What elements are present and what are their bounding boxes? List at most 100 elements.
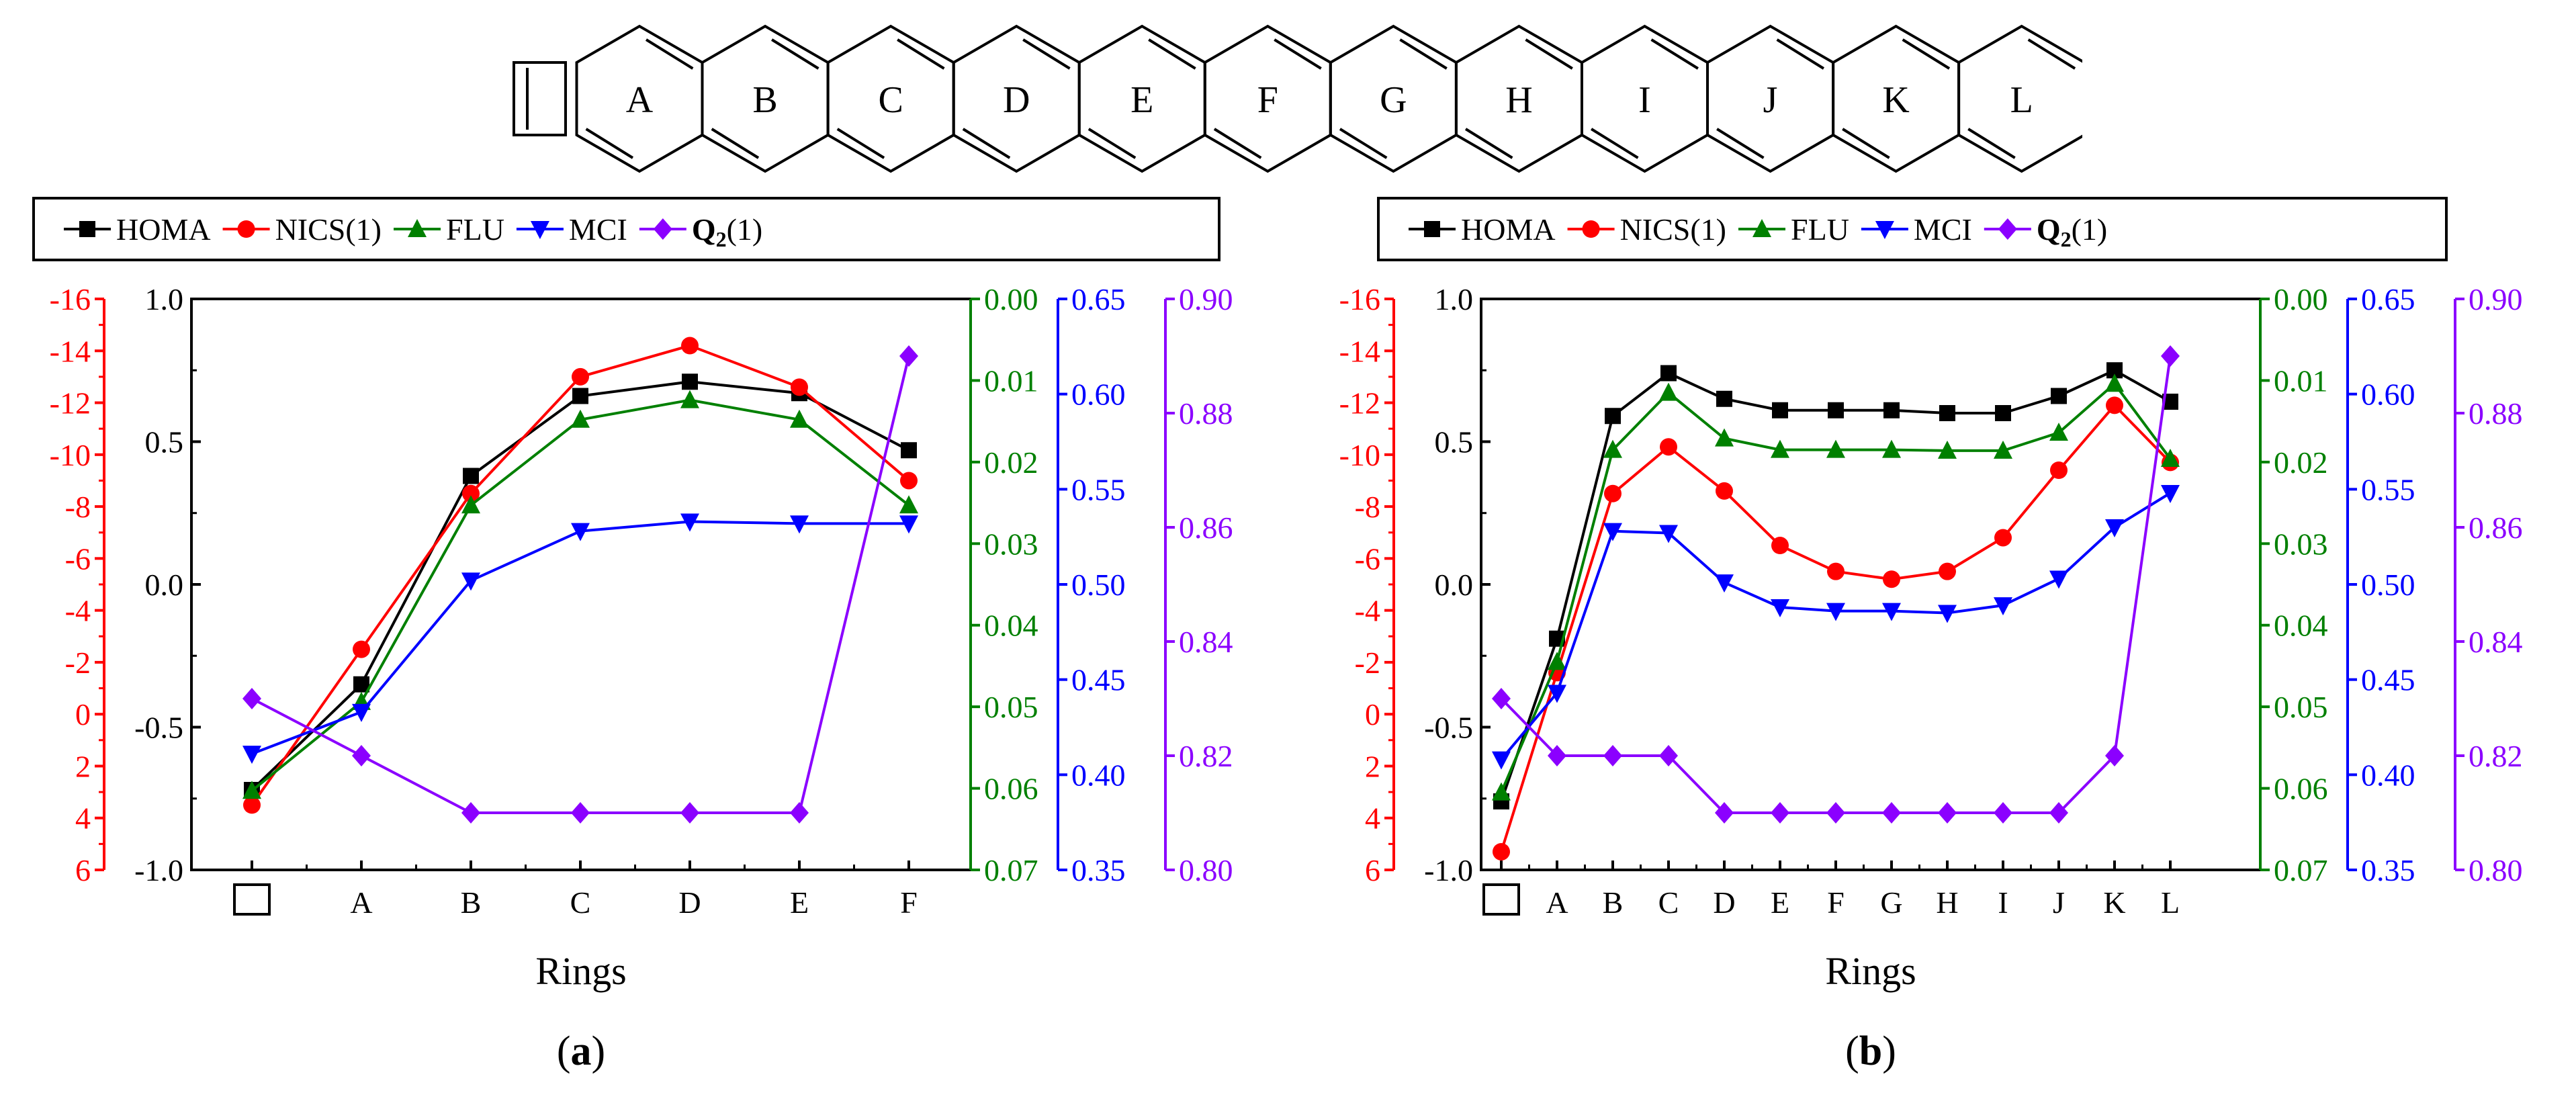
data-point-q2 — [1771, 802, 1789, 824]
flu-tick-label: 0.01 — [984, 363, 1038, 398]
double-bond — [1967, 128, 2016, 159]
data-point-q2 — [1659, 745, 1678, 766]
mci-tick-label: 0.65 — [2361, 282, 2415, 316]
x-tick-label: B — [461, 885, 482, 920]
data-point-mci — [1715, 574, 1734, 593]
legend-marker-MCI — [530, 221, 549, 239]
data-point-homa — [2051, 388, 2067, 404]
data-point-homa — [1939, 405, 1955, 421]
legend-marker-FLU — [408, 219, 427, 237]
data-point-nics — [1493, 842, 1510, 861]
legend-label-HOMA: HOMA — [116, 212, 211, 247]
data-point-homa — [1772, 402, 1788, 418]
data-point-q2 — [1492, 688, 1511, 709]
legend-q-letter: Q — [2037, 212, 2061, 247]
ring-label-K: K — [1882, 79, 1909, 121]
double-bond — [2027, 38, 2076, 70]
data-point-mci — [242, 746, 261, 764]
double-bond — [1902, 38, 1951, 70]
data-point-nics — [2106, 396, 2123, 414]
homa-tick-label: -0.5 — [1424, 711, 1473, 745]
ring-label-G: G — [1380, 79, 1407, 121]
x-tick-label: D — [678, 885, 701, 920]
mci-tick-label: 0.35 — [1071, 853, 1126, 887]
data-point-flu — [680, 390, 699, 408]
hexagon-ring — [1957, 24, 2082, 173]
data-point-q2 — [2049, 802, 2068, 824]
data-point-homa — [1660, 365, 1677, 382]
data-point-mci — [1826, 603, 1845, 621]
homa-tick-label: 0.5 — [145, 425, 184, 459]
q2-tick-label: 0.90 — [1179, 282, 1233, 316]
double-bond — [1274, 38, 1322, 70]
x-tick-label-square — [233, 883, 271, 916]
mci-tick-label: 0.55 — [1071, 472, 1126, 506]
data-point-flu — [2049, 423, 2068, 441]
data-point-q2 — [242, 688, 261, 709]
data-point-mci — [461, 572, 480, 591]
double-bond — [771, 38, 819, 70]
data-point-homa — [901, 442, 917, 459]
data-point-homa — [1883, 402, 1900, 418]
panel-label: (b) — [1845, 1028, 1896, 1074]
legend-label-FLU: FLU — [1791, 212, 1849, 247]
nics-tick-label: 2 — [75, 749, 91, 783]
double-bond — [1148, 38, 1196, 70]
double-bond — [711, 128, 760, 159]
x-tick-label: D — [1713, 885, 1735, 920]
data-point-nics — [2050, 461, 2068, 479]
data-point-mci — [899, 515, 918, 534]
data-point-q2 — [461, 802, 480, 824]
series-line-flu — [251, 398, 910, 792]
double-bond — [1339, 128, 1388, 159]
panel-paren-open: ( — [557, 1028, 571, 1074]
ring-label-J: J — [1763, 79, 1778, 121]
ring-label-I: I — [1638, 79, 1651, 121]
data-point-nics — [1939, 562, 1956, 580]
nics-tick-label: -10 — [50, 438, 91, 472]
q2-tick-label: 0.80 — [1179, 853, 1233, 887]
data-point-mci — [1492, 751, 1511, 770]
double-bond — [1650, 38, 1699, 70]
double-bond — [1842, 128, 1890, 159]
data-point-q2 — [1715, 802, 1734, 824]
data-point-mci — [1603, 523, 1622, 541]
data-point-flu — [1715, 428, 1734, 447]
data-point-flu — [1826, 439, 1845, 458]
data-point-flu — [1492, 782, 1511, 801]
mci-tick-label: 0.35 — [2361, 853, 2415, 887]
q2-tick-label: 0.84 — [1179, 625, 1233, 659]
legend-label-MCI: MCI — [1914, 212, 1972, 247]
data-point-nics — [681, 337, 699, 355]
homa-tick-label: 0.0 — [1435, 568, 1474, 602]
panel-paren-close: ) — [1882, 1028, 1896, 1074]
data-point-nics — [1883, 570, 1900, 588]
homa-tick-label: -1.0 — [1424, 853, 1473, 887]
mci-tick-label: 0.45 — [1071, 663, 1126, 697]
nics-tick-label: -8 — [65, 490, 91, 524]
series-line-mci — [251, 520, 909, 756]
data-point-flu — [242, 781, 261, 799]
ring-label-D: D — [1003, 79, 1030, 121]
nics-tick-label: -16 — [1339, 282, 1380, 316]
legend-marker-MCI — [1875, 221, 1894, 239]
double-bond — [962, 128, 1011, 159]
double-bond — [1716, 128, 1765, 159]
legend-box — [1377, 197, 2448, 261]
nics-tick-label: -12 — [50, 386, 91, 421]
legend-label-MCI: MCI — [569, 212, 627, 247]
data-point-homa — [572, 388, 588, 404]
flu-tick-label: 0.06 — [2274, 772, 2328, 806]
flu-tick-label: 0.05 — [2274, 690, 2328, 724]
x-tick-label: L — [2161, 885, 2180, 920]
series-line-nics — [1500, 403, 2172, 852]
homa-tick-label: -1.0 — [134, 853, 183, 887]
mci-tick-label: 0.65 — [1071, 282, 1126, 316]
ring-label-A: A — [626, 79, 654, 121]
x-tick-label: A — [350, 885, 372, 920]
legend-marker-HOMA — [1424, 221, 1440, 237]
ring-label-F: F — [1257, 79, 1278, 121]
data-point-mci — [1771, 599, 1789, 617]
q2-tick-label: 0.88 — [2469, 396, 2523, 431]
data-point-homa — [463, 468, 479, 484]
